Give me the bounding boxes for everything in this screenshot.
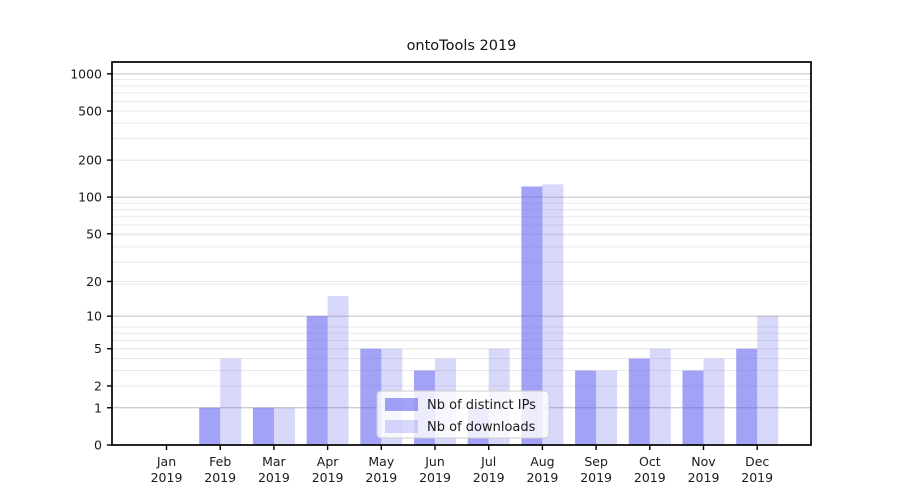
x-tick-label-year: 2019 (312, 470, 344, 485)
x-tick-label-month: Sep (584, 454, 608, 469)
legend-label-1: Nb of downloads (427, 420, 536, 435)
y-tick-label: 10 (86, 309, 102, 324)
x-tick-label-year: 2019 (580, 470, 612, 485)
bar-distinct-ips-oct (628, 358, 650, 445)
x-tick-label-year: 2019 (688, 470, 720, 485)
bar-downloads-aug (542, 184, 564, 445)
y-tick-label: 500 (78, 104, 102, 119)
x-tick-label-month: Jul (480, 454, 496, 469)
x-tick-label-month: Nov (691, 454, 716, 469)
x-tick-label-year: 2019 (151, 470, 183, 485)
x-tick-label-month: Oct (639, 454, 661, 469)
x-tick-label-year: 2019 (634, 470, 666, 485)
x-tick-label-month: Aug (530, 454, 554, 469)
y-tick-label: 50 (86, 226, 102, 241)
bar-downloads-oct (649, 348, 671, 445)
x-tick-label-year: 2019 (741, 470, 773, 485)
x-tick-label-year: 2019 (473, 470, 505, 485)
bar-downloads-dec (757, 316, 779, 445)
x-tick-label-month: May (368, 454, 394, 469)
bar-distinct-ips-feb (199, 407, 221, 445)
x-tick-label-year: 2019 (204, 470, 236, 485)
y-tick-label: 1000 (70, 66, 102, 81)
y-tick-label: 200 (78, 153, 102, 168)
bar-distinct-ips-mar (252, 407, 274, 445)
y-tick-label: 0 (94, 438, 102, 453)
legend-box (376, 390, 550, 439)
y-tick-label: 2 (94, 378, 102, 393)
bar-downloads-nov (703, 358, 725, 445)
y-tick-label: 1 (94, 400, 102, 415)
legend-swatch-0 (385, 398, 418, 411)
chart-title: ontoTools 2019 (406, 38, 517, 54)
y-tick-label: 100 (78, 190, 102, 205)
x-tick-label-month: Feb (209, 454, 231, 469)
y-tick-label: 5 (94, 341, 102, 356)
bar-distinct-ips-apr (306, 316, 328, 445)
x-tick-label-month: Jan (156, 454, 176, 469)
x-tick-label-month: Mar (262, 454, 286, 469)
x-tick-label-year: 2019 (526, 470, 558, 485)
y-tick-label: 20 (86, 274, 102, 289)
bar-distinct-ips-nov (682, 370, 704, 445)
bar-distinct-ips-dec (736, 348, 758, 445)
x-tick-label-month: Apr (317, 454, 339, 469)
x-tick-label-year: 2019 (365, 470, 397, 485)
bar-downloads-feb (220, 358, 242, 445)
bar-distinct-ips-aug (521, 186, 543, 445)
x-tick-label-month: Dec (745, 454, 769, 469)
bar-downloads-mar (273, 407, 295, 445)
bar-distinct-ips-may (360, 348, 382, 445)
plot-border (111, 61, 812, 446)
x-tick-label-year: 2019 (258, 470, 290, 485)
bar-downloads-apr (327, 296, 349, 445)
x-tick-label-month: Jun (424, 454, 445, 469)
bar-downloads-sep (596, 370, 618, 445)
legend-label-0: Nb of distinct IPs (427, 398, 536, 413)
bar-distinct-ips-sep (575, 370, 597, 445)
legend-swatch-1 (385, 420, 418, 433)
x-tick-label-year: 2019 (419, 470, 451, 485)
